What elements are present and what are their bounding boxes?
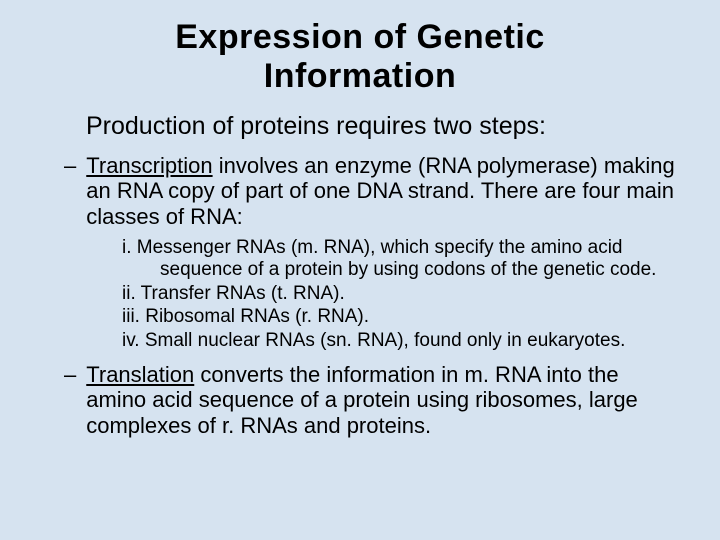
sub-iv-text: iv. Small nuclear RNAs (sn. RNA), found … [122, 330, 684, 352]
bullet-dash-2: – [64, 362, 76, 438]
bullet-transcription-text: Transcription involves an enzyme (RNA po… [86, 153, 684, 229]
term-transcription: Transcription [86, 153, 212, 178]
slide-container: Expression of Genetic Information Produc… [0, 0, 720, 540]
bullet-transcription: – Transcription involves an enzyme (RNA … [64, 153, 684, 229]
sub-item-iii: iii. Ribosomal RNAs (r. RNA). [122, 306, 684, 328]
sub-ii-text: ii. Transfer RNAs (t. RNA). [122, 283, 684, 305]
bullet-dash: – [64, 153, 76, 229]
sub-iii-text: iii. Ribosomal RNAs (r. RNA). [122, 306, 684, 328]
bullet-translation-text: Translation converts the information in … [86, 362, 684, 438]
title-line-2: Information [264, 57, 456, 95]
subtitle-text: Production of proteins requires two step… [86, 112, 684, 141]
sub-item-i: i. Messenger RNAs (m. RNA), which specif… [122, 237, 684, 282]
bullet-translation: – Translation converts the information i… [64, 362, 684, 438]
sub-item-ii: ii. Transfer RNAs (t. RNA). [122, 283, 684, 305]
title-line-1: Expression of Genetic [175, 18, 545, 56]
sub-i-text: i. Messenger RNAs (m. RNA), which specif… [122, 237, 684, 282]
slide-title: Expression of Genetic Information [36, 18, 684, 96]
sub-item-iv: iv. Small nuclear RNAs (sn. RNA), found … [122, 330, 684, 352]
term-translation: Translation [86, 362, 194, 387]
rna-sublist: i. Messenger RNAs (m. RNA), which specif… [122, 237, 684, 352]
